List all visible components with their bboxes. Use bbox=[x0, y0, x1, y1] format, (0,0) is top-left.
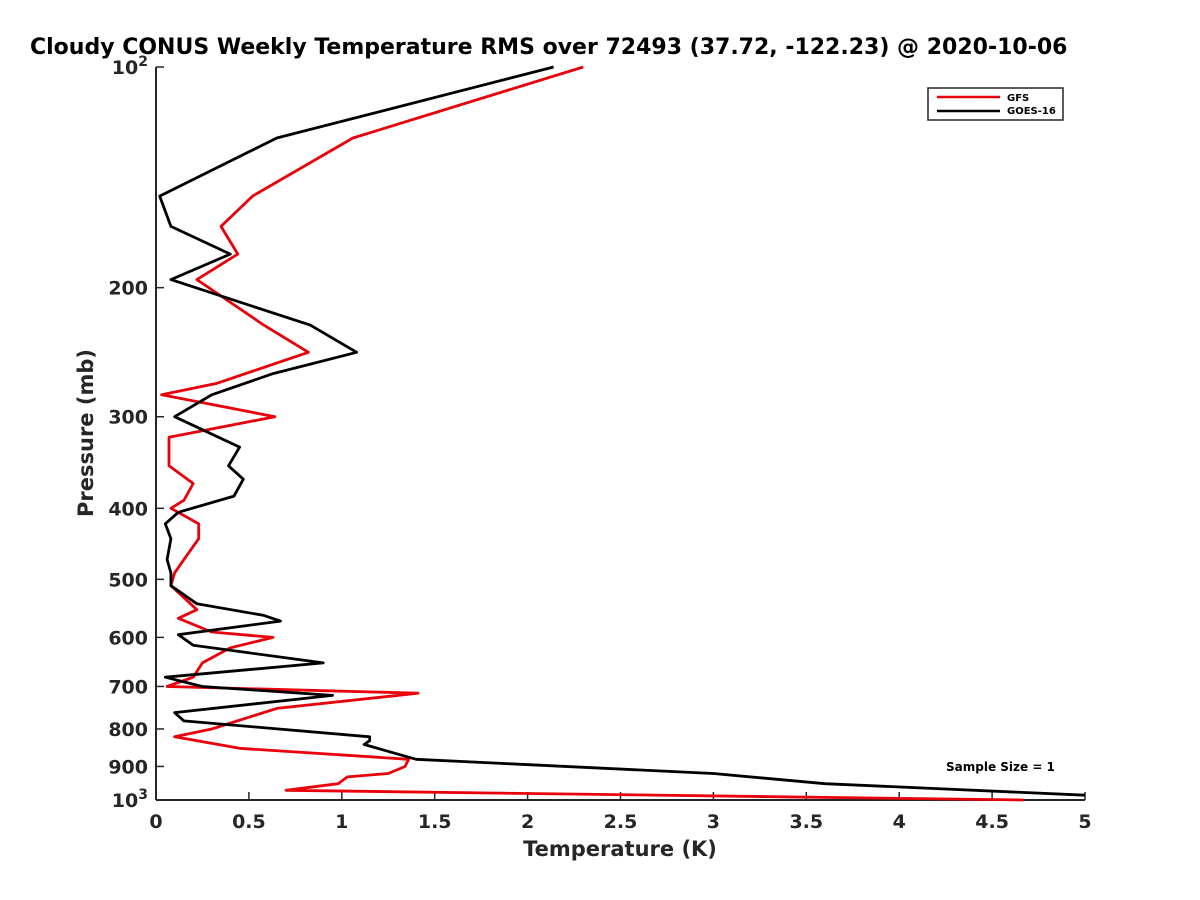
y-tick-label: 600 bbox=[108, 627, 148, 649]
x-tick-label: 0.5 bbox=[232, 811, 266, 833]
x-tick-label: 2.5 bbox=[604, 811, 638, 833]
sample-size-annotation: Sample Size = 1 bbox=[946, 760, 1055, 774]
y-tick-label: 200 bbox=[108, 278, 148, 300]
x-tick-label: 3 bbox=[707, 811, 720, 833]
y-tick-label-exponent: 3 bbox=[138, 787, 148, 803]
y-tick-label: 900 bbox=[108, 756, 148, 778]
y-tick-label-base: 10 bbox=[112, 57, 138, 79]
legend-label-goes16: GOES-16 bbox=[1007, 106, 1056, 117]
series-line-gfs bbox=[160, 65, 1024, 802]
y-tick-label: 800 bbox=[108, 719, 148, 741]
x-tick-label: 0 bbox=[149, 811, 162, 833]
legend-box bbox=[927, 87, 1064, 121]
y-axis-label: Pressure (mb) bbox=[74, 349, 98, 517]
x-axis-ticks: 0 0.5 1 1.5 2 2.5 3 3.5 4 4.5 5 bbox=[149, 792, 1092, 833]
y-tick-label: 300 bbox=[108, 407, 148, 429]
chart-title: Cloudy CONUS Weekly Temperature RMS over… bbox=[30, 35, 1067, 60]
x-tick-label: 5 bbox=[1078, 811, 1091, 833]
y-tick-label: 102 bbox=[112, 54, 148, 79]
x-tick-label: 1.5 bbox=[418, 811, 452, 833]
y-tick-label: 700 bbox=[108, 676, 148, 698]
y-tick-label-base: 10 bbox=[112, 790, 138, 812]
y-tick-label-exponent: 2 bbox=[138, 54, 148, 70]
legend: GFS GOES-16 bbox=[927, 87, 1064, 121]
x-tick-label: 3.5 bbox=[789, 811, 823, 833]
x-tick-label: 2 bbox=[521, 811, 534, 833]
x-tick-label: 1 bbox=[335, 811, 348, 833]
y-tick-label: 103 bbox=[112, 787, 148, 812]
x-tick-label: 4.5 bbox=[975, 811, 1009, 833]
legend-label-gfs: GFS bbox=[1007, 93, 1029, 104]
y-tick-label: 400 bbox=[108, 498, 148, 520]
series-line-goes16 bbox=[158, 65, 1086, 797]
y-tick-label: 500 bbox=[108, 569, 148, 591]
x-tick-label: 4 bbox=[893, 811, 906, 833]
series-lines bbox=[158, 65, 1086, 802]
x-axis-label: Temperature (K) bbox=[523, 837, 717, 861]
